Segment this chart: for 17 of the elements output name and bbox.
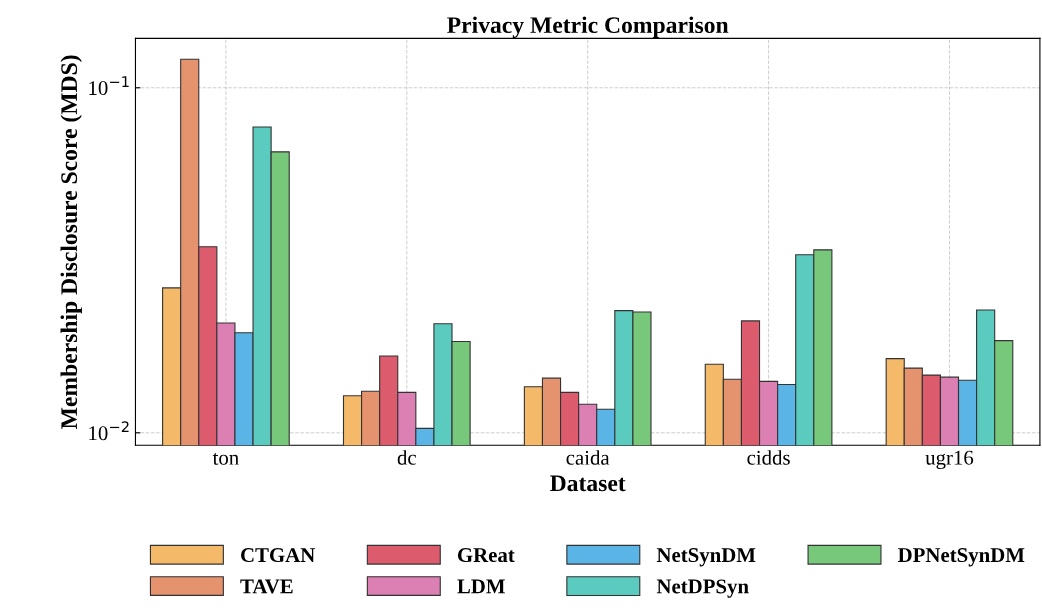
x-tick-label: cidds xyxy=(747,450,790,465)
x-axis-title: Dataset xyxy=(550,475,626,492)
x-tick-label: ton xyxy=(212,452,239,465)
legend-label: GReat xyxy=(457,548,515,563)
x-tick-label: dc xyxy=(397,450,416,465)
legend-label: DPNetSynDM xyxy=(898,548,1025,567)
y-tick-label: 10$^{−1}$ xyxy=(89,76,129,96)
y-tick-label: 10$^{−2}$ xyxy=(89,421,129,441)
legend-label: LDM xyxy=(457,579,505,594)
legend-label: NetDPSyn xyxy=(656,579,749,598)
y-axis-title: Membership Disclosure Score (MDS) xyxy=(60,55,82,429)
legend-label: TAVE xyxy=(240,579,293,594)
x-tick-label: caida xyxy=(566,450,610,465)
legend-label: NetSynDM xyxy=(656,548,756,567)
legend-label: CTGAN xyxy=(241,548,315,563)
chart-title: Privacy Metric Comparison xyxy=(447,16,729,38)
x-tick-label: ugr16 xyxy=(925,450,974,470)
